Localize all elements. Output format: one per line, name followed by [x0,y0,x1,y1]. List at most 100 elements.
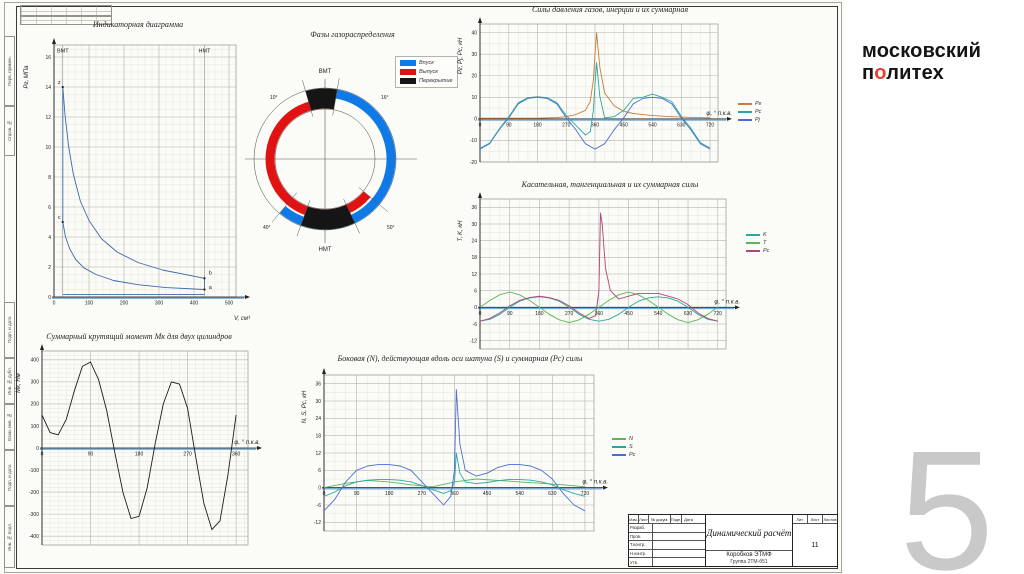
legend-swatch [746,250,760,252]
svg-text:100: 100 [85,301,94,307]
svg-text:-100: -100 [29,468,39,474]
legend-label: Pс [755,109,762,115]
svg-text:180: 180 [135,452,144,458]
stamp-row: Пров. [629,532,705,542]
svg-text:0: 0 [36,446,39,452]
svg-text:-6: -6 [317,503,322,509]
stamp-mid: Динамический расчёт Коробков ЭТМФ Группа… [706,515,793,566]
legend-swatch [612,454,626,456]
svg-text:0: 0 [318,485,321,491]
valve-legend: Впуск Выпуск Перекрытие [395,56,458,88]
svg-text:720: 720 [706,122,715,128]
svg-text:Pг, МПа: Pг, МПа [24,65,30,89]
svg-text:16°: 16° [381,95,389,101]
valve-timing-svg: ВМТ НМТ 10° 16° 40° 50° [245,69,417,253]
svg-text:12: 12 [45,115,51,121]
chart-title-torque: Суммарный крутящий момент Mк для двух ци… [46,332,232,341]
stamp-cell: Листов [823,516,837,522]
legend-label: Перекрытие [419,78,453,84]
logo-part-prefix: п [862,62,875,85]
page-number: 5 [899,416,994,574]
moscow-polytech-logo: московский политех [862,40,981,85]
svg-text:300: 300 [31,380,40,386]
svg-text:300: 300 [155,301,164,307]
stamp-cell [653,550,705,558]
svg-text:540: 540 [654,311,663,317]
slide-right-panel: московский политех 5 [845,0,1024,574]
svg-text:0: 0 [474,305,477,311]
legend-item-Впуск: Впуск [400,60,453,66]
svg-text:630: 630 [684,311,693,317]
rod-forces-chart: Боковая (N), действующая вдоль оси шатун… [284,354,636,543]
svg-text:360: 360 [232,452,241,458]
legend-label: Pг [755,101,762,107]
tangential-forces-chart: Касательная, тангенциальная и их суммарн… [452,180,769,361]
svg-text:φ, ° п.к.в.: φ, ° п.к.в. [234,440,260,446]
svg-text:180: 180 [533,122,542,128]
svg-text:10: 10 [471,95,477,101]
svg-text:360: 360 [595,311,604,317]
gas-forces-chart: Силы давления газов, инерции и их суммар… [452,5,768,174]
chart-title-rod-forces: Боковая (N), действующая вдоль оси шатун… [337,354,583,363]
title-block: Изм. Лист № докум. Подп. Дата Разраб. Пров. Т.к… [628,514,838,567]
stamp-cell: Лист [639,515,649,523]
svg-text:-6: -6 [473,322,478,328]
legend-swatch [400,69,416,75]
svg-text:90: 90 [507,311,513,317]
frame-vertical-label: Перв. примен. [4,36,15,106]
legend-swatch [738,119,752,121]
svg-text:-400: -400 [29,534,39,540]
legend-swatch [612,438,626,440]
logo-red-o: о [874,62,887,85]
stamp-row: Утв. [629,558,705,566]
stamp-row: Разраб. [629,524,705,533]
svg-text:6: 6 [48,205,51,211]
chart-title-tangential: Касательная, тангенциальная и их суммарн… [521,180,699,189]
svg-text:180: 180 [385,491,394,497]
stamp-cell [653,541,705,549]
stamp-cell: Подп. [671,515,682,523]
legend-label: S [629,444,633,450]
svg-text:450: 450 [624,311,633,317]
gas-forces-legend: Pг Pс Pj [738,101,761,123]
corner-stamp-table-2 [20,15,112,25]
svg-text:φ, ° п.к.в.: φ, ° п.к.в. [714,299,740,305]
legend-item-Перекрытие: Перекрытие [400,78,453,84]
legend-label: Выпуск [419,69,438,75]
svg-text:630: 630 [677,122,686,128]
svg-text:18: 18 [471,255,477,261]
rod-forces-legend: N S Pс [612,436,635,458]
chart-title-indicator: Индикаторная диаграмма [92,20,184,29]
svg-text:100: 100 [31,424,40,430]
svg-text:Pг, Pj, Pс, кН: Pг, Pj, Pс, кН [458,37,464,74]
gas-forces-svg: 0 90 180 270 360 450 540 630 720 -20 -10 0 10 20 30 40 φ… [458,17,732,166]
svg-text:200: 200 [120,301,129,307]
stamp-cell: Дата [684,516,693,522]
stamp-org: Коробков ЭТМФ [706,550,792,559]
stamp-cell: Т.контр. [629,541,653,549]
legend-label: Pс [763,248,770,254]
svg-text:450: 450 [620,122,629,128]
legend-item-Pj: Pj [738,117,761,123]
stamp-cell [653,533,705,541]
engineering-drawing-sheet: Перв. примен. Справ. № Подп. и дата Инв. № … [4,2,842,573]
legend-item-Pс: Pс [612,452,635,458]
svg-text:10°: 10° [270,95,278,101]
stamp-sheet-number: 11 [811,541,819,549]
svg-text:400: 400 [31,358,40,364]
svg-text:720: 720 [714,311,723,317]
svg-text:270: 270 [562,122,571,128]
svg-text:НМТ: НМТ [319,247,332,253]
svg-text:0: 0 [479,311,482,317]
svg-text:500: 500 [225,301,234,307]
legend-item-Pс: Pс [746,248,769,254]
svg-text:10: 10 [45,145,51,151]
legend-item-Pс: Pс [738,109,761,115]
stamp-header-row: Изм. Лист № докум. Подп. Дата [629,515,705,524]
legend-label: T [763,240,767,246]
indicator-diagram-chart: Индикаторная диаграмма 0 100 200 300 400 500 0… [20,20,256,323]
stamp-cell: Н.контр. [629,549,653,558]
svg-text:36: 36 [315,381,321,387]
svg-text:540: 540 [648,122,657,128]
svg-text:-12: -12 [470,338,477,344]
